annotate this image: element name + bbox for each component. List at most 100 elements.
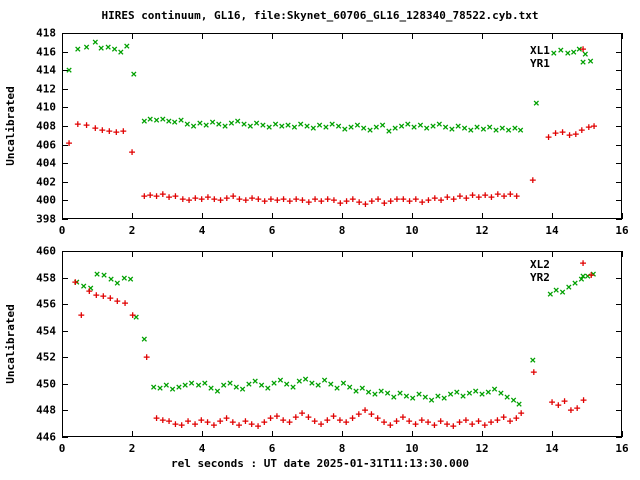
data-point-yr2: × [327,377,335,391]
x-tick-label: 10 [405,224,419,237]
data-point-yr1: × [448,122,456,136]
data-point-xl1: + [330,193,338,207]
data-point-yr2: × [578,272,585,286]
data-point-xl1: + [318,194,325,208]
data-point-xl1: + [267,192,275,206]
y-tick-mark [62,278,68,279]
y-tick-mark [62,410,68,411]
data-point-xl2: + [254,419,262,433]
data-point-xl1: + [381,196,388,210]
data-point-xl2: + [77,308,85,322]
x-tick-mark [342,213,343,219]
data-point-yr2: × [302,372,309,386]
y-tick-label: 456 [36,297,56,311]
data-point-xl2: + [567,403,575,417]
y-tick-mark [616,163,622,164]
data-point-xl1: + [500,189,508,203]
data-point-yr1: × [253,116,260,130]
data-point-xl2: + [260,415,268,429]
data-point-yr2: × [552,283,560,297]
data-point-yr2: × [447,387,454,401]
y-axis-label-top: Uncalibrated [4,86,17,166]
data-point-xl2: + [242,414,249,428]
data-point-yr1: × [404,117,412,131]
data-point-xl2: + [587,268,595,282]
x-tick-mark [622,251,623,257]
y-tick-label: 418 [36,26,56,40]
data-point-yr1: × [398,119,405,133]
data-point-xl1: + [83,118,90,132]
data-point-xl1: + [273,193,281,207]
data-point-yr1: × [297,117,304,131]
data-point-yr1: × [183,117,191,131]
x-tick-mark [412,33,413,39]
legend-label-xl2: XL2 [530,258,550,271]
data-point-xl2: + [279,413,287,427]
data-point-yr1: × [83,40,90,54]
data-point-xl2: + [399,410,407,424]
y-tick-label: 404 [36,156,56,170]
data-point-xl2: + [273,409,281,423]
data-point-xl2: + [355,407,363,421]
data-point-yr1: × [190,119,197,133]
data-point-yr2: × [384,386,391,400]
data-point-yr2: × [365,385,372,399]
legend-label-yr2: YR2 [530,271,550,284]
data-point-xl1: + [355,195,363,209]
data-point-xl1: + [349,192,357,206]
x-tick-label: 2 [128,442,136,455]
x-tick-mark [272,431,273,437]
data-point-yr2: × [565,280,573,294]
data-point-yr1: × [272,117,279,131]
y-tick-mark [616,437,622,438]
data-point-yr1: × [316,118,323,132]
data-point-xl2: + [500,410,507,424]
data-point-yr2: × [589,267,597,281]
x-tick-mark [272,213,273,219]
data-point-yr2: × [484,385,492,399]
data-point-xl1: + [217,193,224,207]
x-tick-mark [202,33,203,39]
data-point-yr1: × [97,41,105,55]
data-point-yr2: × [150,380,157,393]
data-point-yr2: × [459,389,467,403]
y-tick-label: 402 [36,175,56,189]
x-tick-label: 10 [405,442,419,455]
x-tick-mark [132,33,133,39]
x-tick-mark [552,33,553,39]
data-point-xl2: + [286,415,293,429]
y-tick-label: 460 [36,244,56,258]
data-point-yr2: × [491,382,498,396]
data-point-yr1: × [442,120,449,134]
data-point-yr2: × [100,268,108,282]
data-point-xl2: + [342,415,350,429]
data-point-yr1: × [104,40,112,54]
data-point-xl1: + [585,120,593,134]
data-point-xl1: + [223,191,231,205]
data-point-xl2: + [229,415,237,429]
x-tick-mark [202,431,203,437]
data-point-yr2: × [478,387,486,401]
data-point-yr1: × [159,112,167,126]
data-point-xl1: + [469,188,476,202]
y-tick-mark [616,182,622,183]
y-tick-label: 458 [36,271,56,285]
data-point-yr2: × [510,393,517,407]
y-tick-label: 414 [36,63,56,77]
data-point-xl2: + [412,417,419,431]
data-point-xl2: + [92,288,100,302]
legend-label-yr1: YR1 [530,57,550,70]
data-point-yr1: × [328,117,336,131]
data-point-yr2: × [428,393,435,407]
y-tick-label: 400 [36,193,56,207]
data-point-xl2: + [456,415,463,429]
data-point-xl2: + [204,415,211,429]
data-point-xl2: + [368,407,375,421]
y-tick-mark [62,89,68,90]
data-point-yr2: × [571,276,579,290]
data-point-yr2: × [169,382,176,396]
data-point-yr2: × [546,287,554,300]
data-point-yr1: × [486,120,493,134]
data-point-yr1: × [467,123,475,137]
data-point-yr2: × [515,397,523,411]
